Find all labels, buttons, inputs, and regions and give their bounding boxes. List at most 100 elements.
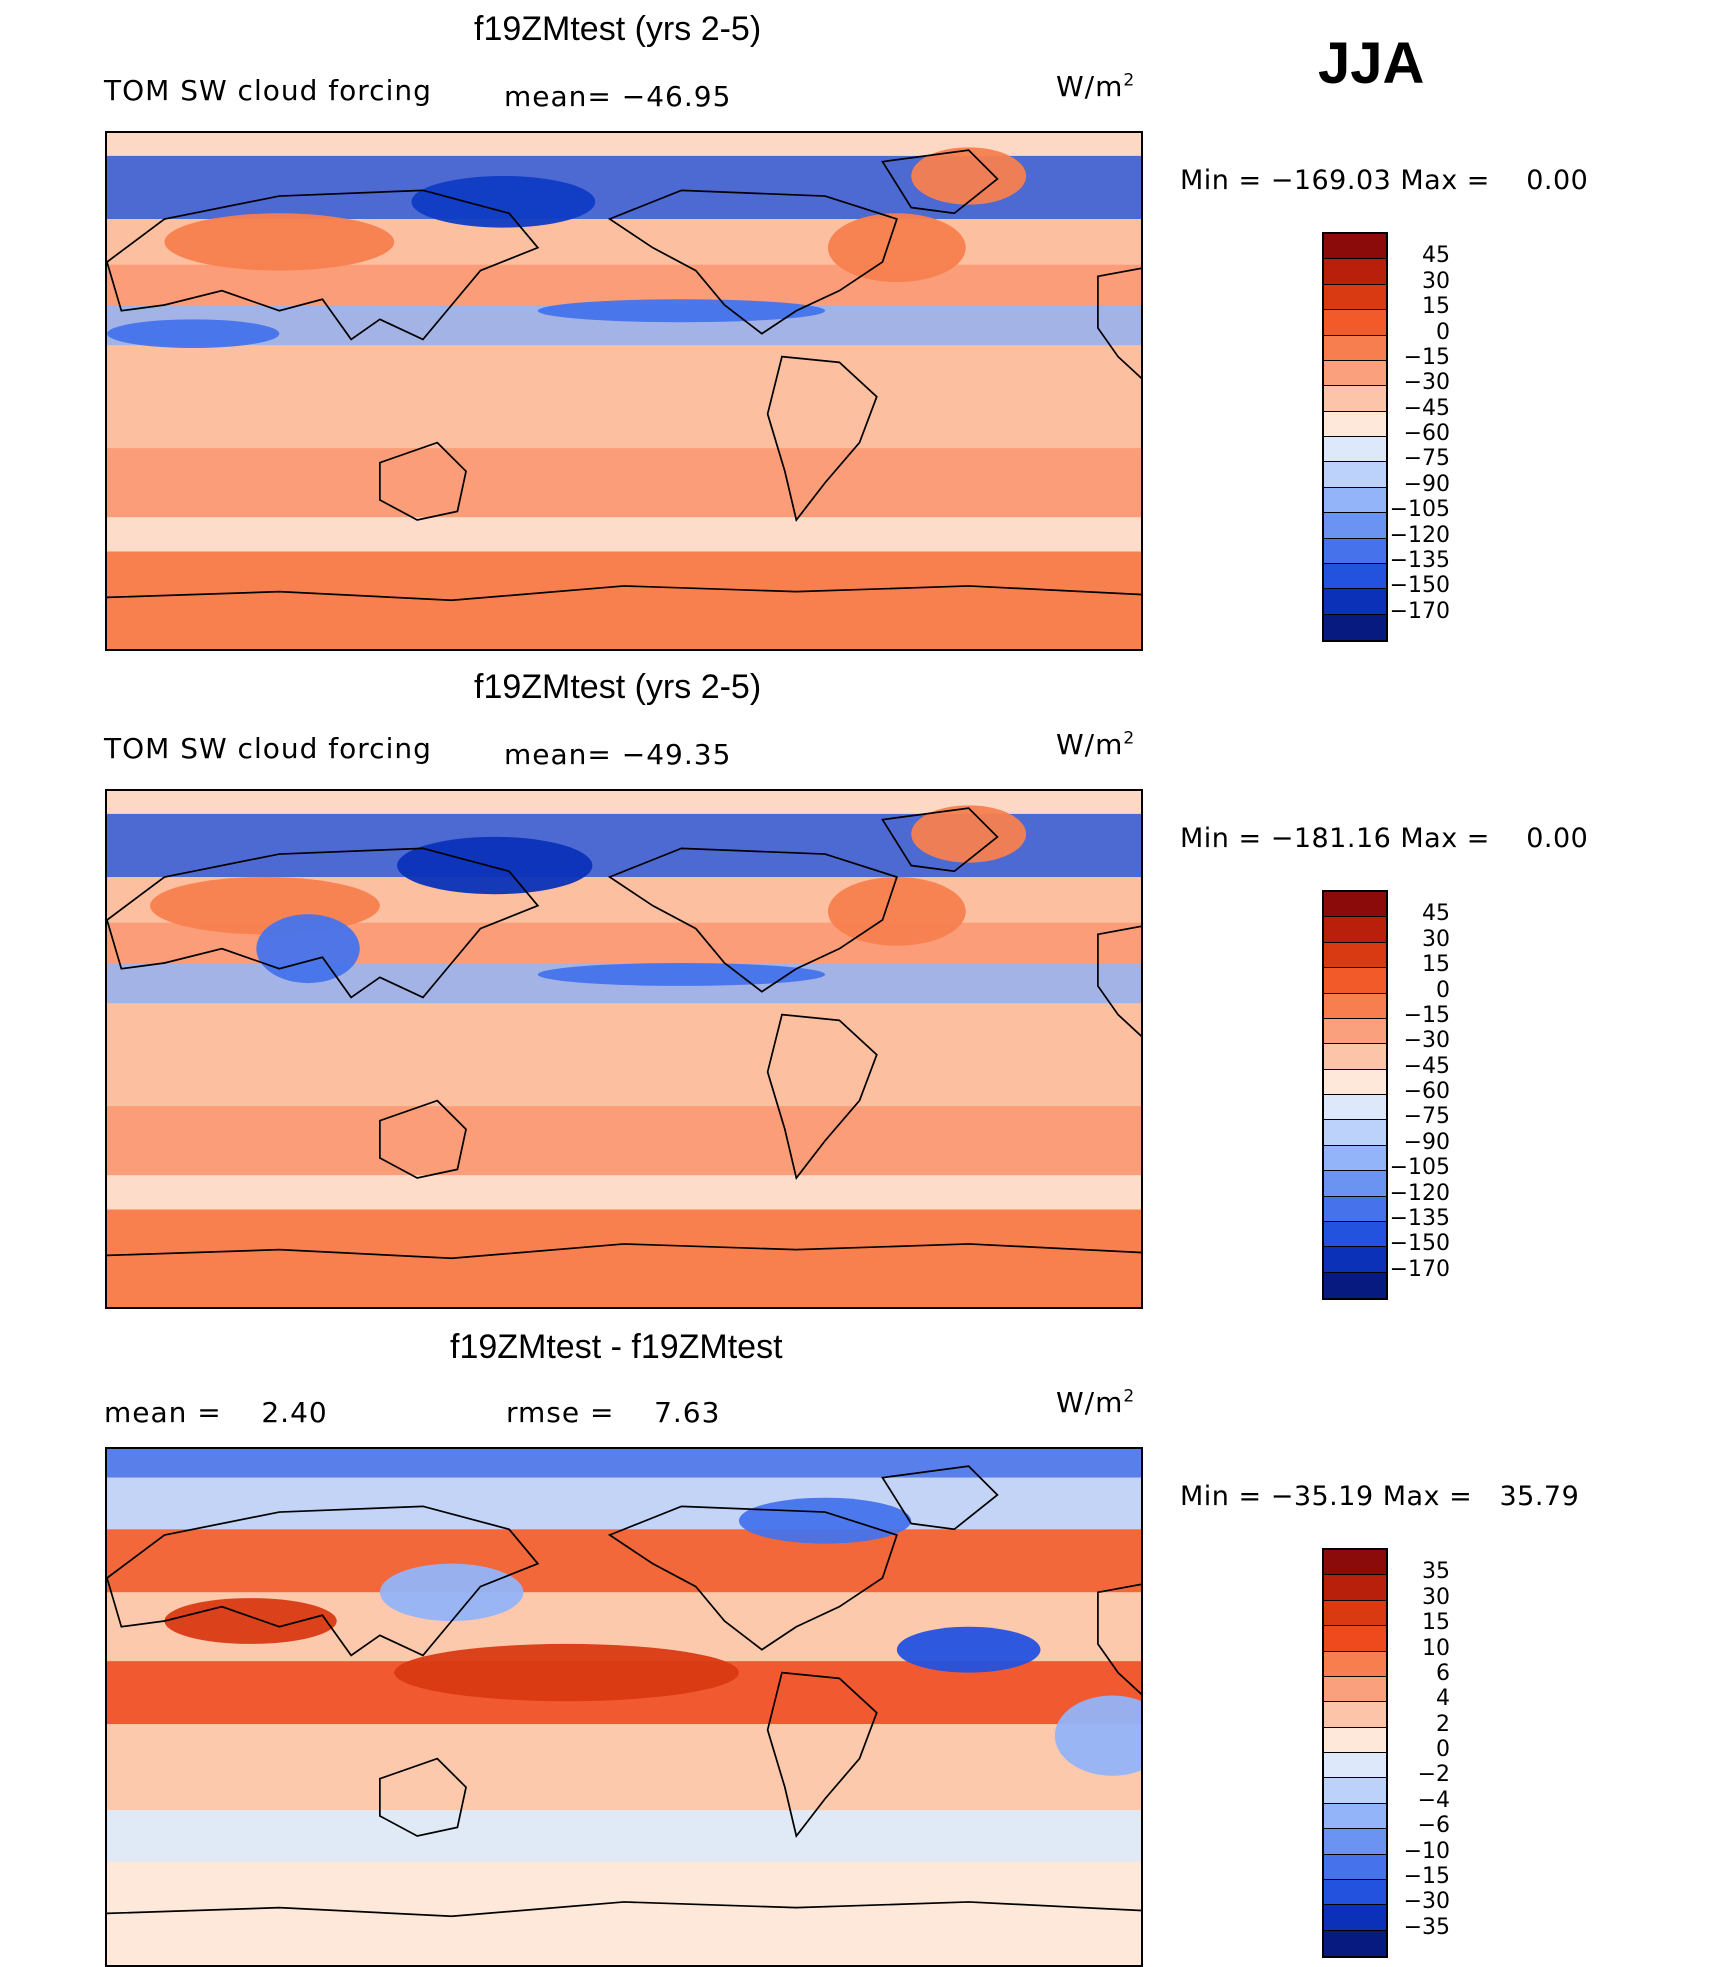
colorbar-segment [1324,1247,1386,1273]
colorbar-segment [1324,1930,1386,1956]
colorbar-segment [1324,1018,1386,1045]
colorbar-tick-label: −35 [1403,1914,1450,1940]
colorbar-tick-label: 30 [1422,1584,1450,1610]
panel-1-colorbar [1322,232,1388,642]
colorbar-tick-label: −120 [1389,522,1450,548]
panel-1-units-label: W/m2 [1056,70,1136,103]
colorbar-segment [1324,310,1386,336]
colorbar-segment [1324,1879,1386,1906]
colorbar-tick-label: 15 [1422,952,1450,978]
colorbar-tick-label: 35 [1422,1559,1450,1585]
panel-2-colorbar-ticks: 45 30 15 0 −15 −30 −45 −60 −75 −90 −105 −120 −135 −15… [1370,890,1450,1296]
colorbar-segment [1324,1651,1386,1677]
panel-3-rmse-label: rmse = 7.63 [506,1396,721,1429]
colorbar-tick-label: −60 [1403,1079,1450,1104]
colorbar-segment [1324,538,1386,564]
colorbar-segment [1324,335,1386,361]
panel-1-title: f19ZMtest (yrs 2-5) [474,10,762,48]
colorbar-tick-label: −135 [1389,547,1450,573]
panel-2-minmax: Min = −181.16 Max = 0.00 [1180,823,1589,854]
colorbar-segment [1324,917,1386,943]
colorbar-tick-label: −170 [1389,598,1450,624]
colorbar-segment [1324,284,1386,311]
colorbar-segment [1324,1120,1386,1146]
colorbar-segment [1324,1727,1386,1753]
colorbar-tick-label: 10 [1422,1635,1450,1661]
colorbar-segment [1324,563,1386,590]
colorbar-segment [1324,1829,1386,1855]
colorbar-segment [1324,1196,1386,1222]
panel-3-mean-label: mean = 2.40 [104,1396,328,1429]
colorbar-tick-label: 0 [1436,977,1450,1003]
colorbar-tick-label: −75 [1403,446,1450,472]
colorbar-segment [1324,1171,1386,1197]
colorbar-tick-label: −170 [1389,1256,1450,1282]
colorbar-tick-label: −15 [1403,1863,1450,1889]
colorbar-tick-label: −2 [1417,1762,1450,1788]
panel-2-title: f19ZMtest (yrs 2-5) [474,668,762,706]
panel-3-title: f19ZMtest - f19ZMtest [450,1328,783,1366]
panel-3-units-label: W/m2 [1056,1386,1136,1419]
colorbar-segment [1324,1753,1386,1779]
colorbar-tick-label: 30 [1422,268,1450,294]
panel-2-variable-label: TOM SW cloud forcing [104,732,432,765]
panel-1-mean-label: mean= −46.95 [504,80,732,113]
panel-2-mean-label: mean= −49.35 [504,738,732,771]
panel-1-variable-label: TOM SW cloud forcing [104,74,432,107]
panel-2-map [105,789,1143,1309]
colorbar-tick-label: −30 [1403,1028,1450,1054]
colorbar-tick-label: −105 [1389,1155,1450,1181]
colorbar-tick-label: −30 [1403,370,1450,396]
colorbar-segment [1324,968,1386,994]
colorbar-segment [1324,411,1386,437]
colorbar-tick-label: −105 [1389,497,1450,523]
colorbar-segment [1324,1854,1386,1880]
colorbar-segment [1324,1145,1386,1172]
colorbar-tick-label: −120 [1389,1180,1450,1206]
colorbar-tick-label: −15 [1403,1002,1450,1028]
colorbar-segment [1324,234,1386,260]
colorbar-tick-label: −150 [1389,573,1450,599]
panel-3-map [105,1447,1143,1967]
colorbar-segment [1324,1702,1386,1728]
colorbar-tick-label: 0 [1436,319,1450,345]
colorbar-tick-label: 15 [1422,1610,1450,1636]
panel-1-map [105,131,1143,651]
colorbar-segment [1324,1221,1386,1248]
colorbar-tick-label: −45 [1403,395,1450,421]
colorbar-segment [1324,1600,1386,1627]
panel-3-minmax: Min = −35.19 Max = 35.79 [1180,1481,1580,1512]
colorbar-segment [1324,1803,1386,1830]
colorbar-segment [1324,462,1386,488]
colorbar-segment [1324,1044,1386,1070]
colorbar-segment [1324,513,1386,539]
colorbar-segment [1324,259,1386,285]
panel-1-minmax: Min = −169.03 Max = 0.00 [1180,165,1589,196]
colorbar-segment [1324,1575,1386,1601]
colorbar-segment [1324,386,1386,412]
colorbar-segment [1324,993,1386,1019]
colorbar-segment [1324,1550,1386,1576]
colorbar-tick-label: 4 [1436,1686,1450,1712]
colorbar-tick-label: −90 [1403,1129,1450,1155]
colorbar-tick-label: −60 [1403,421,1450,446]
colorbar-segment [1324,360,1386,387]
colorbar-segment [1324,437,1386,463]
colorbar-tick-label: −15 [1403,344,1450,370]
colorbar-segment [1324,1676,1386,1703]
colorbar-segment [1324,1272,1386,1298]
colorbar-segment [1324,487,1386,514]
colorbar-segment [1324,892,1386,918]
colorbar-tick-label: 0 [1436,1737,1450,1762]
colorbar-tick-label: 45 [1422,901,1450,927]
colorbar-tick-label: −75 [1403,1104,1450,1130]
colorbar-segment [1324,589,1386,615]
colorbar-tick-label: −150 [1389,1231,1450,1257]
panel-3-colorbar-ticks: 35 30 15 10 6 4 2 0 −2 −4 −6 −10 −15 −30 −35 [1370,1548,1450,1954]
season-label: JJA [1318,31,1425,96]
colorbar-tick-label: −45 [1403,1053,1450,1079]
colorbar-segment [1324,1905,1386,1931]
colorbar-segment [1324,1069,1386,1095]
panel-1-colorbar-ticks: 45 30 15 0 −15 −30 −45 −60 −75 −90 −105 −120 −135 −15… [1370,232,1450,638]
colorbar-segment [1324,614,1386,640]
